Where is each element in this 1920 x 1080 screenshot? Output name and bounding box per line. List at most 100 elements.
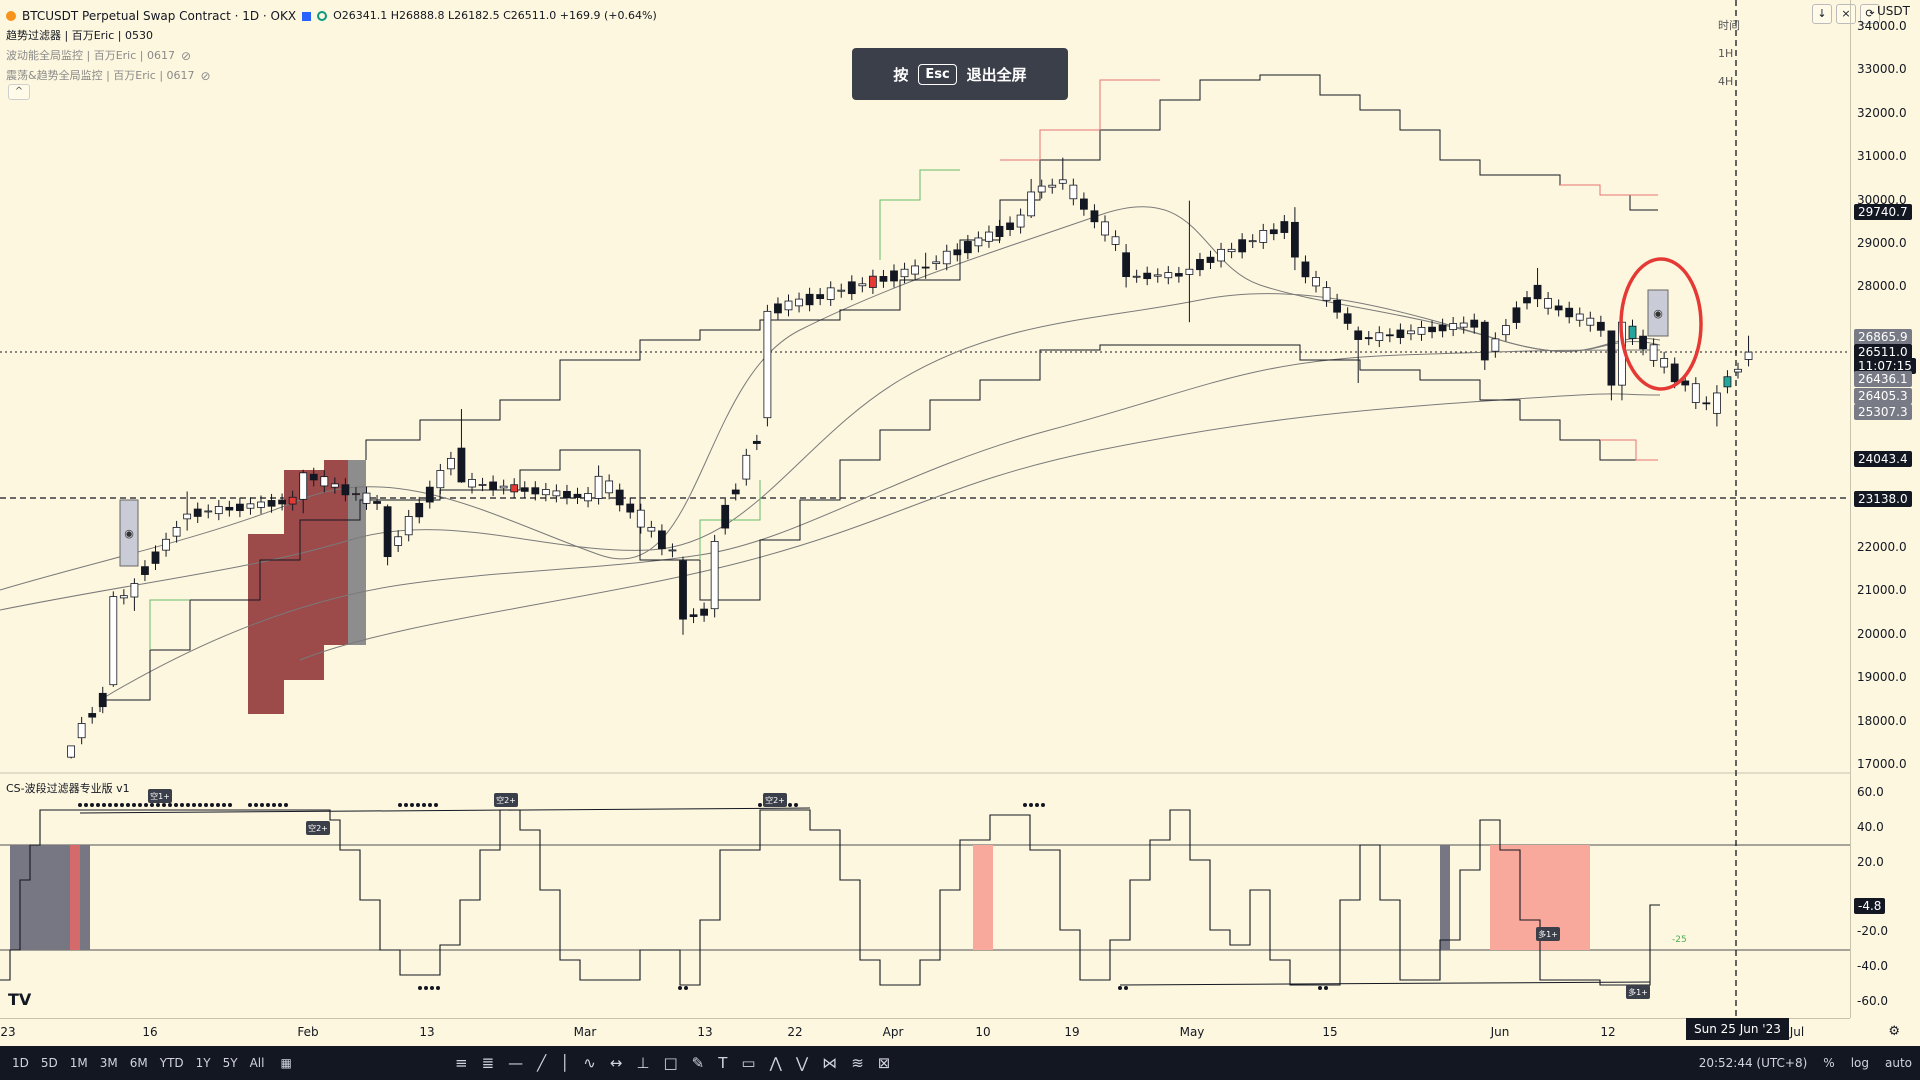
indicator-volatility[interactable]: 波动能全局监控 | 百万Eric | 0617 bbox=[6, 49, 175, 62]
date-axis[interactable]: 23 16 Feb 13 Mar 13 22 Apr 10 19 May 15 Jun 12 Jul bbox=[0, 1018, 1850, 1047]
log-toggle[interactable]: log bbox=[1850, 1056, 1869, 1070]
currency-selector[interactable]: USDT bbox=[1877, 4, 1910, 18]
channel-icon[interactable]: ≋ bbox=[851, 1054, 864, 1072]
calendar-range-icon[interactable]: ▦ bbox=[280, 1056, 292, 1070]
osc-dot bbox=[284, 803, 288, 807]
close-button[interactable]: × bbox=[1836, 4, 1856, 24]
price-scale[interactable]: 34000.0 33000.0 32000.0 31000.0 30000.0 29000… bbox=[1850, 0, 1920, 1018]
clock[interactable]: 20:52:44 (UTC+8) bbox=[1698, 1056, 1808, 1070]
osc-dot bbox=[684, 986, 688, 990]
drawing-tools: ≡ ≣ — ╱ │ ∿ ↔ ⊥ □ ✎ T ▭ ⋀ ⋁ ⋈ ≋ ⊠ bbox=[455, 1054, 890, 1072]
ma-line-1 bbox=[0, 206, 1661, 591]
brush-icon[interactable]: ✎ bbox=[691, 1054, 705, 1072]
callout-icon[interactable]: ▭ bbox=[741, 1054, 756, 1072]
timeframe-button[interactable]: All bbox=[249, 1056, 265, 1070]
measure-icon[interactable]: ⊥ bbox=[636, 1054, 650, 1072]
candle-body bbox=[1206, 256, 1215, 263]
eye-hidden-icon[interactable]: ⊘ bbox=[180, 49, 192, 63]
curve-icon[interactable]: ∿ bbox=[583, 1054, 596, 1072]
candle-body bbox=[1132, 275, 1141, 278]
osc-tick-label: 40.0 bbox=[1857, 819, 1884, 834]
eye-hidden-icon[interactable]: ⊘ bbox=[200, 69, 211, 83]
wave-icon[interactable]: ⋁ bbox=[795, 1054, 809, 1072]
candle-body bbox=[763, 310, 772, 419]
xabcd-icon[interactable]: ⋈ bbox=[822, 1054, 838, 1072]
indicator-oscillation[interactable]: 震荡&趋势全局监控 | 百万Eric | 0617 bbox=[6, 69, 195, 82]
price-tick-label: 20000.0 bbox=[1857, 626, 1907, 641]
tradingview-logo-icon[interactable]: 𝗧𝗩 bbox=[8, 990, 32, 1009]
percent-toggle[interactable]: % bbox=[1823, 1056, 1835, 1070]
osc-red-band-1 bbox=[70, 845, 80, 950]
candle-body bbox=[1280, 221, 1289, 233]
timeframe-button[interactable]: 5D bbox=[40, 1056, 58, 1070]
date-tick-label: 12 bbox=[1600, 1025, 1616, 1039]
flag-icon bbox=[302, 11, 312, 21]
horizontal-line-icon[interactable]: — bbox=[508, 1054, 524, 1072]
osc-dot bbox=[204, 803, 208, 807]
auto-toggle[interactable]: auto bbox=[1884, 1056, 1912, 1070]
timeframe-button[interactable]: 6M bbox=[129, 1056, 148, 1070]
gann-icon[interactable]: ⊠ bbox=[877, 1054, 891, 1072]
tf-4h[interactable]: 4H bbox=[1718, 75, 1734, 88]
osc-signal-badge bbox=[494, 793, 518, 807]
candle-body bbox=[563, 490, 571, 499]
candle-body bbox=[1343, 313, 1352, 324]
timeframe-button[interactable]: 1D bbox=[12, 1056, 29, 1070]
osc-gray-band-2 bbox=[80, 845, 90, 950]
price-tag: 26436.1 bbox=[1854, 370, 1912, 387]
candle-body bbox=[1027, 191, 1036, 217]
timeframe-button[interactable]: 1Y bbox=[195, 1056, 211, 1070]
candle-body bbox=[1016, 214, 1025, 228]
candle-body bbox=[1544, 298, 1552, 309]
tf-1h[interactable]: 1H bbox=[1718, 47, 1734, 60]
settings-gear-icon[interactable]: ⚙ bbox=[1888, 1024, 1900, 1039]
osc-dot bbox=[1023, 803, 1027, 807]
rectangle-icon[interactable]: □ bbox=[663, 1054, 678, 1072]
candle-body bbox=[1438, 324, 1447, 332]
refresh-button[interactable]: ⟳ bbox=[1860, 4, 1880, 24]
osc-dot bbox=[422, 803, 426, 807]
timeframe-button[interactable]: YTD bbox=[159, 1056, 184, 1070]
trend-line-icon[interactable]: ╱ bbox=[537, 1054, 547, 1072]
range-icon[interactable]: ↔ bbox=[609, 1054, 623, 1072]
candle-body bbox=[636, 509, 645, 528]
text-tool-icon[interactable]: ≡ bbox=[455, 1054, 468, 1072]
pattern-icon[interactable]: ⋀ bbox=[769, 1054, 782, 1072]
candle-body bbox=[1417, 327, 1426, 335]
date-tick-label: Apr bbox=[882, 1025, 904, 1039]
scroll-down-button[interactable]: ↓ bbox=[1812, 4, 1832, 24]
candle-body bbox=[1375, 332, 1384, 341]
candle-body bbox=[911, 265, 919, 275]
candle-body bbox=[985, 231, 993, 242]
price-tick-label: 19000.0 bbox=[1857, 670, 1907, 685]
indicator-trend-filter[interactable]: 趋势过滤器 | 百万Eric | 0530 bbox=[6, 29, 153, 42]
date-tick-label: 19 bbox=[1064, 1025, 1080, 1039]
timeframe-button[interactable]: 3M bbox=[99, 1056, 118, 1070]
price-tick-label: 22000.0 bbox=[1857, 539, 1907, 554]
candle-body bbox=[130, 583, 139, 598]
collapse-legend-button[interactable]: ^ bbox=[8, 84, 30, 100]
price-tick-label: 29000.0 bbox=[1857, 236, 1907, 251]
text-icon[interactable]: T bbox=[718, 1054, 728, 1072]
candle-body bbox=[668, 549, 677, 552]
red-highlight-circle bbox=[1619, 257, 1703, 391]
symbol-title[interactable]: BTCUSDT Perpetual Swap Contract · 1D · O… bbox=[22, 9, 297, 23]
candle-body bbox=[615, 489, 624, 506]
osc-dot bbox=[138, 803, 142, 807]
candle-body bbox=[1174, 273, 1183, 277]
timeframe-button[interactable]: 5Y bbox=[222, 1056, 238, 1070]
bear-zone-2 bbox=[284, 470, 324, 680]
oscillator-title[interactable]: CS-波段过滤器专业版 v1 bbox=[6, 782, 130, 795]
osc-tick-label: -20.0 bbox=[1857, 924, 1889, 939]
fib-tool-icon[interactable]: ≣ bbox=[481, 1054, 495, 1072]
osc-topline bbox=[79, 807, 811, 814]
esc-key: Esc bbox=[918, 63, 957, 85]
candle-body bbox=[225, 506, 234, 511]
candle-body bbox=[468, 479, 476, 488]
candle-body bbox=[921, 266, 930, 269]
vertical-line-icon[interactable]: │ bbox=[560, 1054, 570, 1072]
date-tick-label: Jul bbox=[1789, 1025, 1805, 1039]
candle-body bbox=[974, 237, 983, 247]
timeframe-button[interactable]: 1M bbox=[69, 1056, 88, 1070]
